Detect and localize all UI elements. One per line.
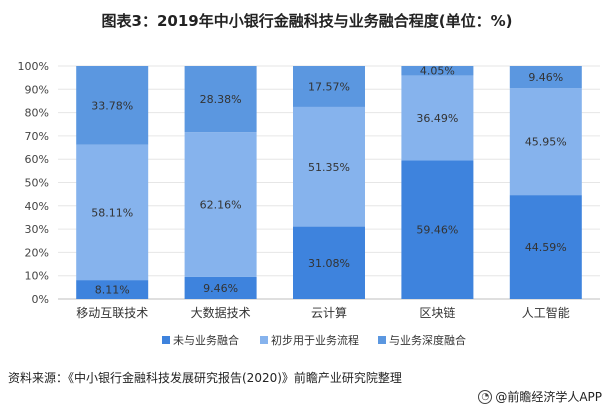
data-label: 58.11% — [91, 206, 133, 219]
data-label: 4.05% — [420, 65, 455, 78]
data-label: 31.08% — [308, 257, 350, 270]
bar-segment — [76, 66, 149, 145]
y-tick-label: 20% — [25, 246, 49, 259]
bar-segment — [184, 66, 257, 133]
bar-segment — [293, 106, 365, 227]
legend-swatch — [378, 336, 386, 344]
y-tick-label: 80% — [25, 107, 49, 120]
brand-logo-icon: ◔ — [478, 389, 493, 404]
brand-text: @前瞻经济学人APP — [495, 390, 602, 404]
x-tick-label: 移动互联技术 — [76, 306, 148, 320]
legend-label: 未与业务融合 — [173, 333, 239, 347]
y-tick-label: 50% — [25, 177, 49, 190]
bar-segment — [401, 75, 474, 161]
y-tick-label: 100% — [18, 60, 49, 73]
x-tick-label: 区块链 — [419, 305, 455, 320]
data-label: 9.46% — [528, 71, 563, 84]
y-tick-label: 90% — [25, 83, 49, 96]
bar-segment — [509, 195, 582, 299]
source-note: 资料来源：《中小银行金融科技发展研究报告(2020)》前瞻产业研究院整理 — [8, 371, 402, 385]
bar-segment — [293, 226, 365, 299]
data-label: 9.46% — [203, 282, 238, 295]
data-label: 51.35% — [308, 161, 350, 174]
y-tick-label: 0% — [32, 293, 49, 306]
x-tick-label: 大数据技术 — [191, 305, 251, 320]
data-label: 36.49% — [416, 112, 458, 125]
bar-segment — [76, 144, 149, 281]
bar-segment — [184, 132, 257, 277]
data-label: 59.46% — [416, 224, 458, 237]
bar-segment — [76, 280, 149, 299]
x-tick-label: 人工智能 — [522, 305, 570, 320]
legend-swatch — [260, 336, 268, 344]
y-tick-label: 10% — [25, 270, 49, 283]
brand-watermark: ◔ @前瞻经济学人APP — [478, 388, 602, 405]
bar-segment — [509, 66, 582, 89]
legend-label: 初步用于业务流程 — [271, 333, 359, 347]
bar-segment — [293, 66, 365, 107]
y-tick-label: 30% — [25, 223, 49, 236]
bar-segment — [509, 88, 582, 196]
y-tick-label: 60% — [25, 153, 49, 166]
data-label: 44.59% — [525, 241, 567, 254]
data-label: 28.38% — [200, 93, 242, 106]
stacked-bar-chart: 0% 10% 20% 30% 40% 50% 60% 70% 80% 90% 100% 8.11% 58… — [18, 60, 600, 347]
bar-segment — [401, 160, 474, 299]
bar-segment — [184, 276, 257, 299]
chart-title: 图表3：2019年中小银行金融科技与业务融合程度(单位：%) — [101, 12, 513, 30]
data-label: 8.11% — [95, 284, 130, 297]
bar-segment — [401, 66, 474, 76]
data-label: 17.57% — [308, 80, 350, 93]
data-label: 45.95% — [525, 136, 567, 149]
y-tick-label: 70% — [25, 130, 49, 143]
y-tick-label: 40% — [25, 200, 49, 213]
data-label: 62.16% — [200, 199, 242, 212]
data-label: 33.78% — [91, 99, 133, 112]
legend-label: 与业务深度融合 — [389, 333, 466, 347]
x-tick-label: 云计算 — [311, 305, 347, 320]
legend-swatch — [162, 336, 170, 344]
